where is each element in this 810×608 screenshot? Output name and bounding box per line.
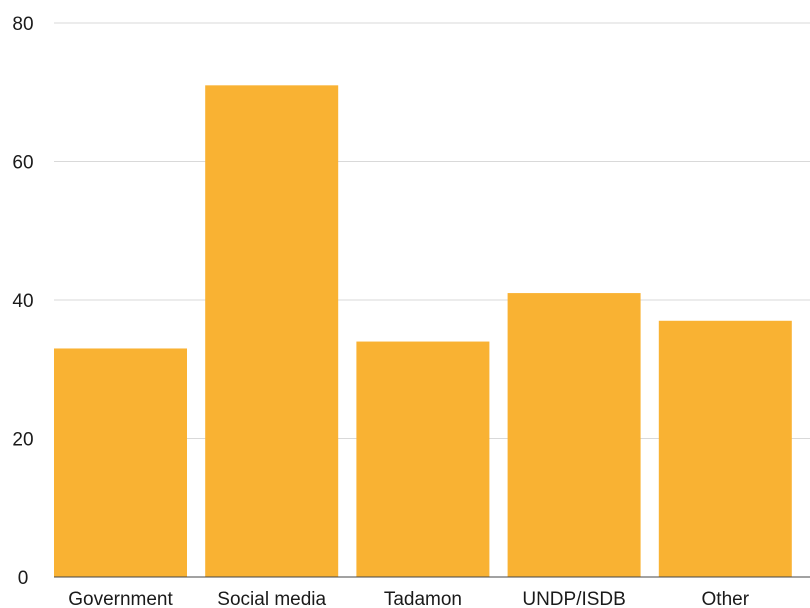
y-tick-label: 40 [12,291,33,312]
y-tick-label: 0 [18,568,29,589]
bars [54,85,792,577]
bar [54,348,187,577]
y-tick-label: 60 [12,153,33,174]
x-tick-label: UNDP/ISDB [522,589,625,608]
x-tick-label: Tadamon [384,589,462,608]
bar [658,320,792,577]
bar [356,341,490,577]
x-tick-label: Social media [217,589,326,608]
y-tick-label: 20 [12,430,33,451]
x-axis: Government Social media Tadamon UNDP/ISDB Ot… [54,576,810,608]
x-tick-label: Government [68,589,173,608]
x-tick-label: Other [702,589,750,608]
y-axis: 0 20 40 60 80 [12,14,33,589]
bar [205,85,339,577]
bar [507,293,641,577]
y-tick-label: 80 [12,14,33,35]
